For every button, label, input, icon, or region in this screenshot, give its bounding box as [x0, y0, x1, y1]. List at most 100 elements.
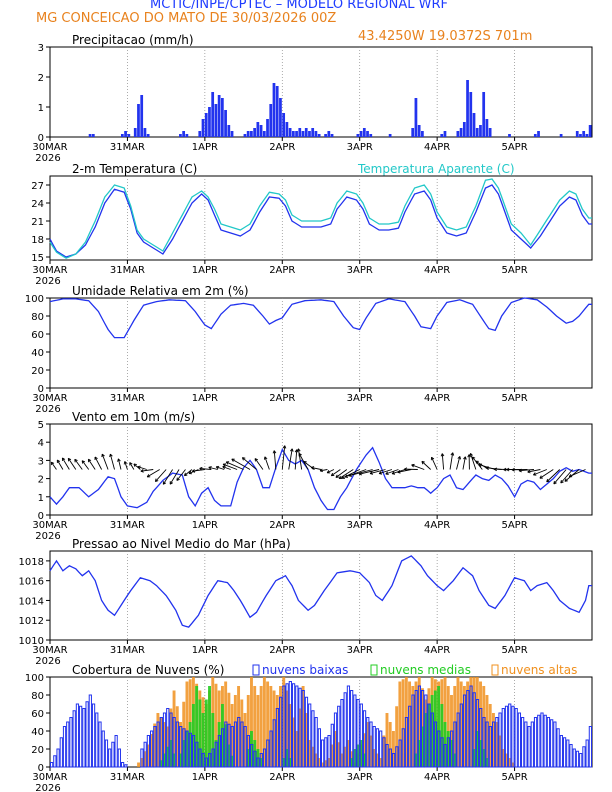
cloud-bar-high: [375, 753, 379, 767]
cloud-bar-high: [162, 722, 166, 767]
precip-bar: [327, 131, 331, 137]
clouds-xtick-label: 31MAR: [110, 772, 145, 783]
wind-arrow: [311, 467, 322, 470]
cloud-bar-mid: [430, 695, 434, 767]
cloud-bar-low: [98, 721, 102, 768]
cloud-bar-low: [459, 703, 463, 768]
cloud-bar-low: [250, 744, 254, 768]
cloud-bar-low: [120, 762, 125, 768]
wind-arrow: [297, 448, 303, 470]
precip-bar: [201, 119, 205, 137]
wind-arrow: [288, 448, 293, 470]
cloud-bar-low: [214, 741, 218, 768]
wind-arrow-head: [411, 463, 415, 468]
temp-xtick-label: 31MAR: [110, 265, 145, 276]
wind-arrow-head: [533, 472, 537, 476]
pressure-series-pressao-hpa-: [49, 555, 592, 628]
cloud-bar-low: [237, 717, 241, 768]
wind-arrow: [326, 469, 335, 474]
cloud-legend-swatch: [252, 664, 260, 676]
temp-ytick-label: 21: [31, 217, 44, 228]
wind-arrow: [124, 461, 128, 470]
cloud-bar-mid: [195, 686, 199, 767]
cloud-bar-high: [237, 686, 241, 767]
rh-ytick-label: 20: [31, 366, 44, 377]
precip-bar: [198, 131, 202, 137]
precip-bar: [575, 131, 579, 137]
cloud-bar-low: [337, 705, 341, 768]
wind-xtick-label: 3APR: [347, 520, 373, 531]
precip-bar: [124, 131, 127, 137]
cloud-bar-high: [275, 695, 279, 767]
wind-arrow: [456, 456, 461, 470]
precip-bar: [259, 125, 263, 137]
wind-arrow-head: [310, 466, 315, 470]
cloud-bar-mid: [475, 731, 479, 767]
cloud-bar-low: [282, 685, 286, 768]
precip-bar: [291, 131, 295, 137]
wind-arrow: [338, 469, 354, 479]
cloud-bar-high: [169, 708, 173, 767]
cloud-bar-low: [453, 721, 457, 768]
precip-bar: [285, 122, 289, 137]
temp-ytick-label: 27: [31, 181, 44, 192]
cloud-bar-high: [321, 762, 324, 767]
cloud-bar-low: [324, 737, 328, 768]
temp-ytick-label: 15: [31, 253, 44, 264]
cloud-bar-high: [501, 749, 505, 767]
cloud-bar-low: [75, 703, 80, 768]
pressure-ytick-label: 1012: [19, 616, 44, 627]
wind-arrow-head: [546, 478, 550, 483]
cloud-bar-mid: [198, 699, 202, 767]
cloud-bar-low: [162, 712, 167, 768]
wind-arrow: [421, 461, 431, 470]
cloud-bar-high: [308, 740, 311, 767]
cloud-bar-high: [259, 686, 263, 767]
temp-year-label: 2026: [35, 276, 60, 287]
wind-arrow-head: [440, 453, 445, 457]
cloud-bar-low: [443, 744, 447, 768]
precip-bar: [421, 131, 424, 137]
cloud-bar-high: [488, 704, 492, 767]
cloud-bar-low: [495, 717, 499, 768]
cloud-bar-high: [230, 704, 234, 767]
wind-arrow: [397, 469, 412, 473]
cloud-bar-low: [369, 721, 373, 768]
cloud-bar-low: [288, 681, 292, 768]
wind-arrow-head: [518, 468, 522, 473]
cloud-bar-high: [491, 713, 495, 767]
wind-arrow-head: [341, 475, 345, 479]
precip-bar: [366, 131, 369, 137]
cloud-bar-high: [314, 753, 318, 767]
cloud-bar-low: [175, 721, 180, 768]
cloud-bar-high: [214, 683, 218, 767]
cloud-bar-mid: [166, 746, 170, 767]
wind-arrow: [385, 469, 399, 475]
cloud-bar-mid: [450, 740, 453, 767]
cloud-bar-low: [56, 748, 60, 768]
cloud-bar-low: [188, 732, 192, 768]
precip-bar: [469, 92, 473, 137]
clouds-xtick-label: 2APR: [269, 772, 295, 783]
clouds-ytick-label: 20: [31, 745, 44, 756]
cloud-bar-high: [330, 744, 334, 767]
cloud-bar-high: [240, 699, 244, 767]
cloud-bar-high: [301, 686, 305, 767]
wind-arrow-head: [154, 478, 159, 482]
cloud-bar-low: [204, 757, 209, 768]
pressure-xtick-label: 30MAR: [32, 645, 67, 656]
cloud-bar-low: [208, 753, 212, 768]
clouds-ytick-label: 100: [25, 673, 44, 684]
cloud-bar-high: [504, 753, 508, 767]
cloud-bar-mid: [172, 753, 176, 767]
cloud-bar-low: [143, 741, 147, 768]
wind-arrow: [335, 469, 348, 478]
precip-bar: [588, 125, 592, 137]
cloud-bar-low: [53, 755, 57, 768]
precip-bar: [456, 131, 460, 137]
wind-arrow: [56, 459, 64, 470]
cloud-bar-mid: [427, 704, 431, 767]
precip-bar: [143, 128, 147, 137]
wind-ytick-label: 2: [38, 475, 44, 486]
cloud-bar-mid: [253, 740, 257, 767]
